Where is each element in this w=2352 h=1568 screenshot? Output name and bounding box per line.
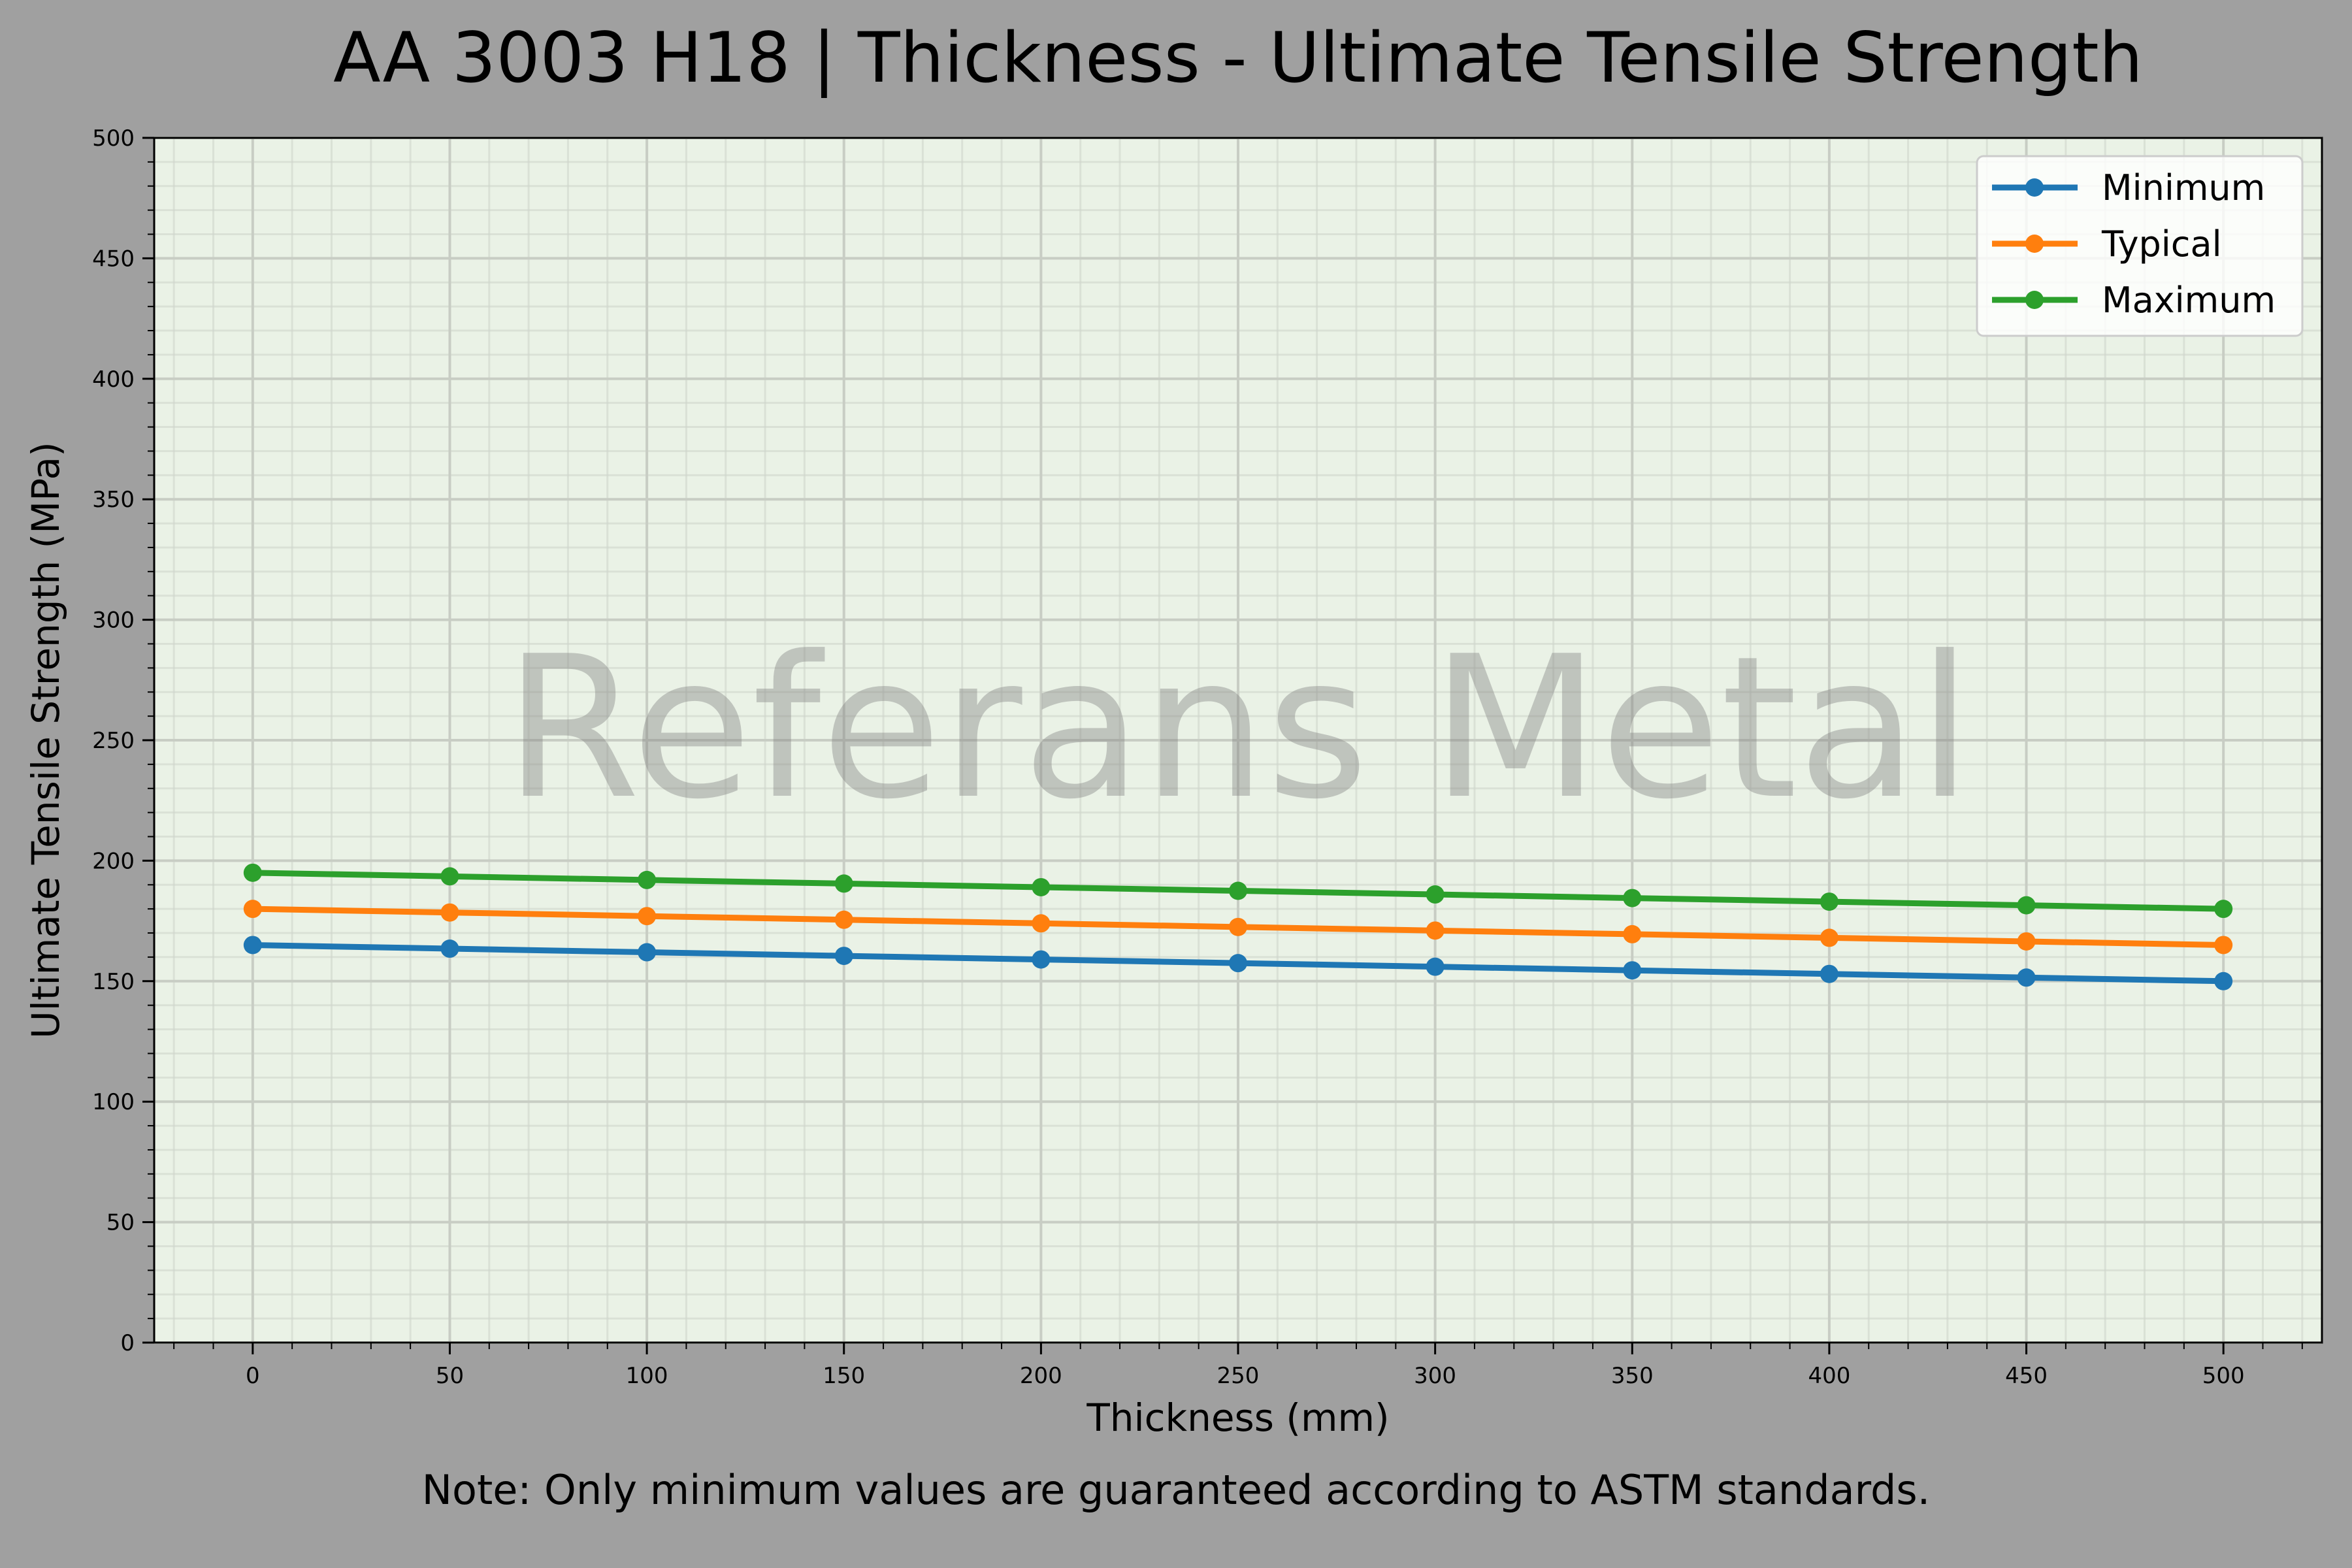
y-tick-label: 0 bbox=[120, 1330, 135, 1356]
data-point-minimum bbox=[1820, 964, 1838, 983]
data-point-minimum bbox=[1623, 961, 1642, 980]
data-point-typical bbox=[2214, 936, 2233, 955]
data-point-maximum bbox=[1229, 881, 1247, 900]
y-tick-label: 100 bbox=[92, 1089, 135, 1115]
data-point-maximum bbox=[1032, 877, 1051, 896]
footnote: Note: Only minimum values are guaranteed… bbox=[422, 1466, 1931, 1514]
x-tick-label: 100 bbox=[626, 1363, 668, 1389]
legend-label-maximum: Maximum bbox=[2102, 280, 2276, 321]
y-tick-label: 450 bbox=[92, 246, 135, 272]
data-point-minimum bbox=[2214, 972, 2233, 990]
y-tick-label: 500 bbox=[92, 125, 135, 152]
x-tick-label: 0 bbox=[246, 1363, 260, 1389]
grid bbox=[154, 137, 2322, 1344]
y-axis-label: Ultimate Tensile Strength (MPa) bbox=[24, 442, 68, 1038]
x-tick-label: 200 bbox=[1020, 1363, 1062, 1389]
x-tick-label: 250 bbox=[1217, 1363, 1260, 1389]
data-point-maximum bbox=[638, 870, 657, 889]
data-point-minimum bbox=[440, 939, 459, 958]
y-tick-label: 400 bbox=[92, 367, 135, 393]
y-tick-label: 300 bbox=[92, 608, 135, 634]
data-point-typical bbox=[440, 903, 459, 922]
data-point-typical bbox=[243, 900, 262, 919]
series-group bbox=[243, 863, 2233, 990]
data-point-maximum bbox=[2017, 896, 2036, 915]
data-point-typical bbox=[638, 907, 657, 926]
x-tick-label: 450 bbox=[2005, 1363, 2048, 1389]
legend-marker-minimum bbox=[2025, 178, 2044, 197]
data-point-minimum bbox=[1426, 957, 1445, 976]
data-point-typical bbox=[1032, 914, 1051, 933]
data-point-maximum bbox=[1426, 885, 1445, 904]
legend-label-minimum: Minimum bbox=[2102, 167, 2265, 208]
x-tick-label: 500 bbox=[2202, 1363, 2245, 1389]
data-point-maximum bbox=[243, 863, 262, 882]
data-point-minimum bbox=[1032, 950, 1051, 969]
x-tick-label: 400 bbox=[1808, 1363, 1850, 1389]
data-point-minimum bbox=[2017, 968, 2036, 987]
chart-title: AA 3003 H18 | Thickness - Ultimate Tensi… bbox=[333, 18, 2143, 99]
data-point-maximum bbox=[1623, 889, 1642, 907]
x-tick-label: 350 bbox=[1611, 1363, 1654, 1389]
y-tick-label: 150 bbox=[92, 969, 135, 995]
data-point-typical bbox=[1623, 924, 1642, 943]
data-point-maximum bbox=[440, 867, 459, 886]
legend-marker-typical bbox=[2025, 235, 2044, 253]
x-tick-label: 300 bbox=[1414, 1363, 1456, 1389]
data-point-typical bbox=[1820, 928, 1838, 947]
data-point-maximum bbox=[834, 874, 853, 893]
data-point-minimum bbox=[834, 947, 853, 966]
data-point-maximum bbox=[1820, 892, 1838, 911]
legend-box bbox=[1976, 155, 2304, 337]
watermark: Referans Metal bbox=[504, 614, 1972, 842]
y-tick-label: 350 bbox=[92, 487, 135, 513]
y-tick-label: 200 bbox=[92, 848, 135, 874]
x-tick-label: 150 bbox=[823, 1363, 865, 1389]
x-tick-label: 50 bbox=[436, 1363, 464, 1389]
legend: Minimum Typical Maximum bbox=[1976, 155, 2304, 337]
data-point-typical bbox=[1229, 917, 1247, 936]
y-tick-label: 250 bbox=[92, 728, 135, 754]
legend-label-typical: Typical bbox=[2101, 223, 2222, 265]
data-point-typical bbox=[2017, 932, 2036, 951]
data-point-typical bbox=[834, 910, 853, 929]
x-axis-label: Thickness (mm) bbox=[1086, 1396, 1389, 1440]
ticks: 0 50 100 150 200 250 300 350 400 450 500 0 50 100 150 2… bbox=[92, 125, 2303, 1389]
data-point-minimum bbox=[243, 936, 262, 955]
legend-marker-maximum bbox=[2025, 291, 2044, 309]
data-point-minimum bbox=[1229, 954, 1247, 973]
data-point-maximum bbox=[2214, 900, 2233, 919]
data-point-minimum bbox=[638, 943, 657, 962]
y-tick-label: 50 bbox=[106, 1210, 135, 1236]
data-point-typical bbox=[1426, 921, 1445, 940]
